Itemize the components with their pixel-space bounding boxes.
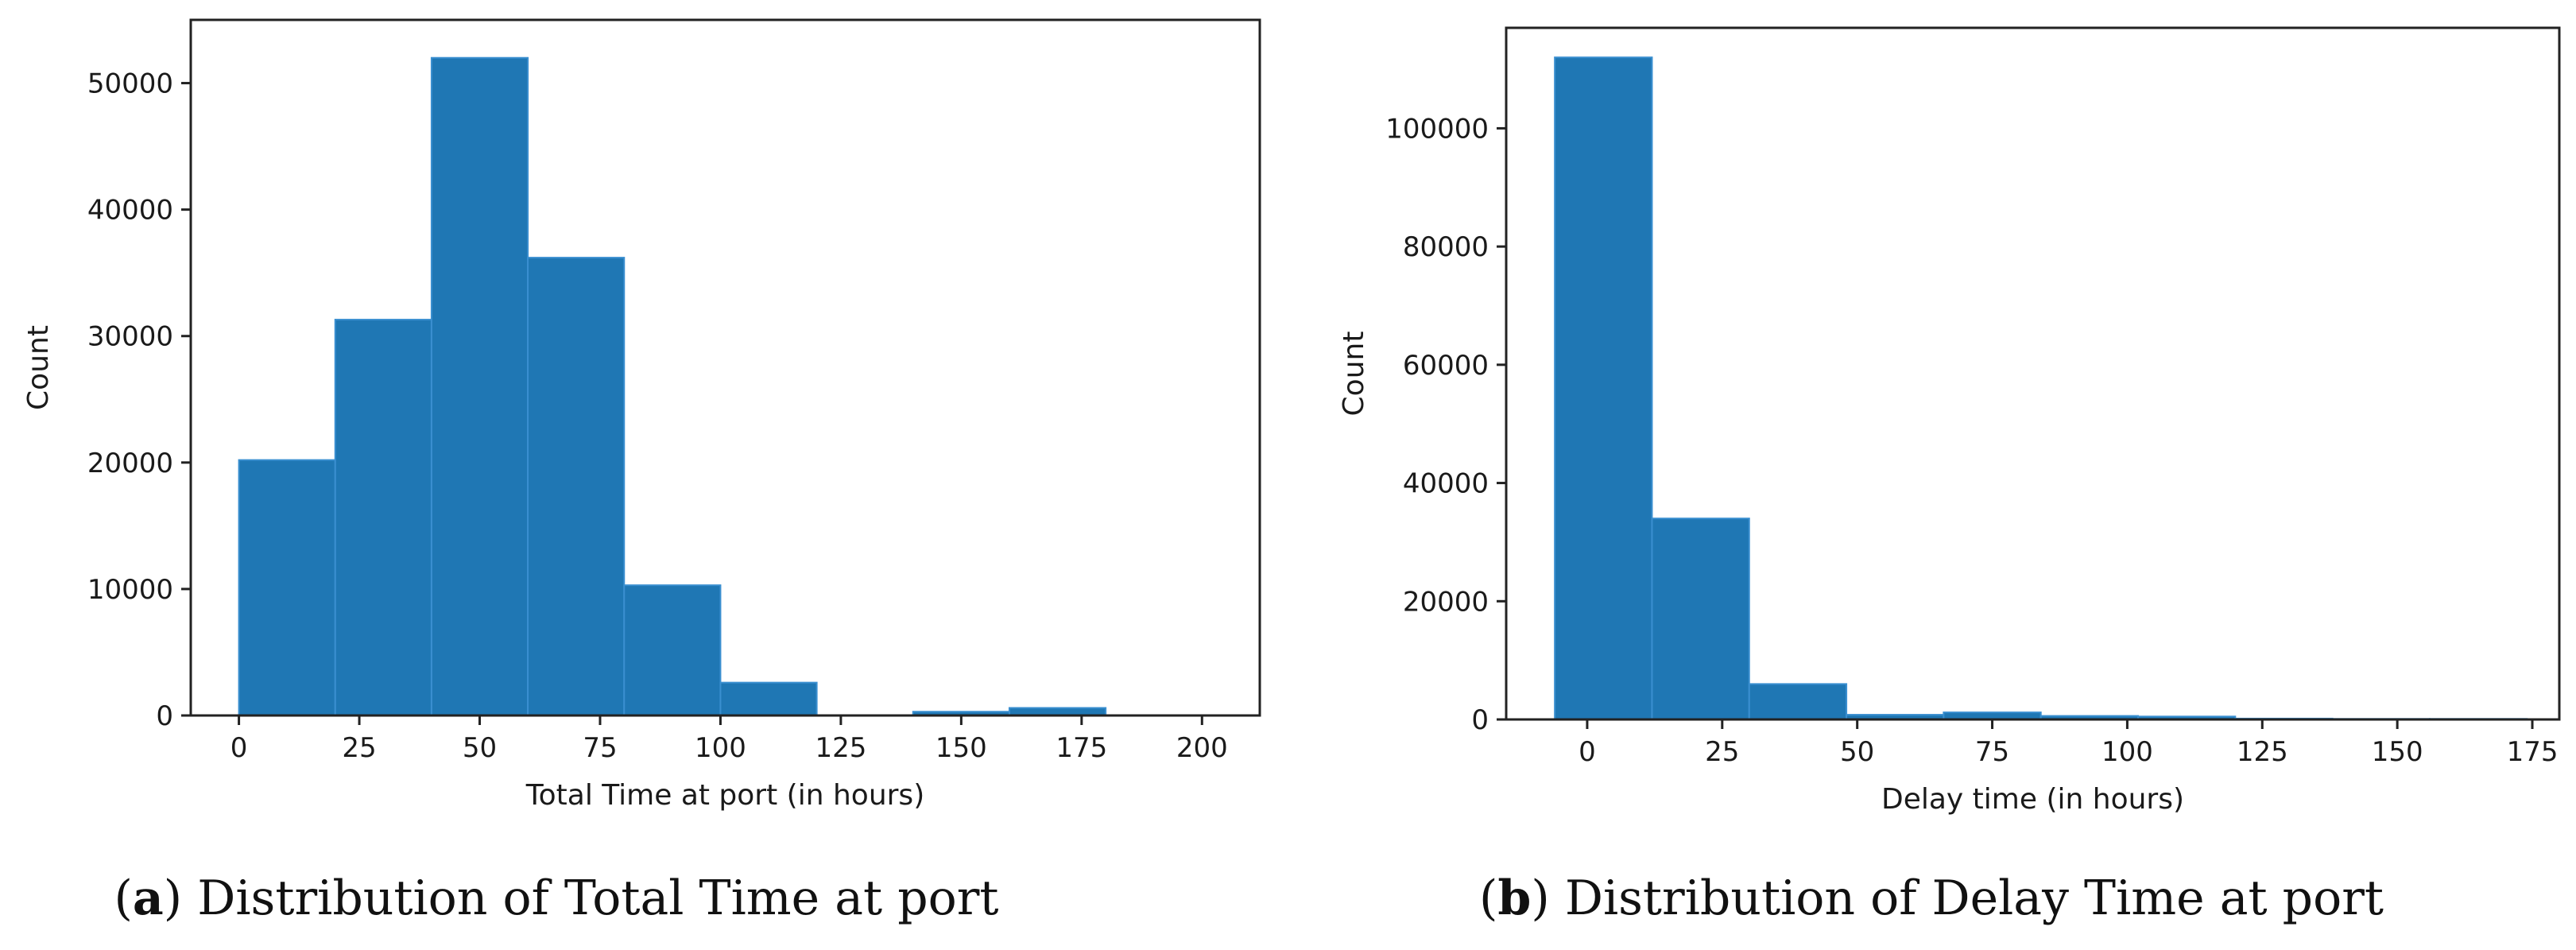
y-tick-label-2: 20000	[87, 448, 173, 479]
histogram-bar-4	[623, 584, 722, 716]
histogram-bar-2	[430, 56, 529, 716]
y-axis-label: Count	[22, 325, 55, 410]
histogram-bar-3	[527, 257, 626, 717]
caption-b: (b) Distribution of Delay Time at port	[1479, 871, 2384, 926]
x-tick-label-7: 175	[1056, 732, 1107, 764]
histogram-bar-5	[719, 681, 818, 716]
x-tick-label-8: 200	[1176, 732, 1228, 764]
y-tick-label-0: 0	[1471, 704, 1489, 736]
x-tick-label-3: 75	[583, 732, 617, 764]
histogram-delay-time: 0 25 50 75 100 125 150 175 0 20000 40000 60000 80000…	[1338, 26, 2561, 816]
y-axis-label: Count	[1338, 332, 1370, 417]
y-tick-label-1: 10000	[87, 574, 173, 606]
x-tick-label-1: 25	[1705, 736, 1739, 768]
histogram-bar-1	[334, 319, 432, 716]
plot-frame	[1505, 26, 2561, 721]
caption-a-prefix: (	[114, 871, 132, 926]
x-axis-label: Delay time (in hours)	[1881, 783, 2184, 816]
y-tick-label-3: 30000	[87, 321, 173, 353]
histogram-bar-2	[1748, 683, 1848, 721]
histogram-bar-1	[1651, 518, 1750, 721]
x-tick-label-3: 75	[1975, 736, 2009, 768]
histogram-bar-0	[238, 459, 336, 716]
x-tick-label-5: 125	[815, 732, 866, 764]
x-tick-label-6: 150	[935, 732, 987, 764]
x-tick-label-6: 150	[2372, 736, 2423, 768]
y-tick-label-4: 80000	[1403, 231, 1489, 263]
plot-frame	[189, 18, 1261, 717]
histogram-bar-0	[1554, 56, 1653, 720]
caption-b-letter: b	[1497, 871, 1531, 926]
y-tick-label-4: 40000	[87, 195, 173, 227]
y-tick-label-5: 50000	[87, 68, 173, 100]
caption-a-letter: a	[133, 871, 164, 926]
x-tick-label-7: 175	[2507, 736, 2559, 768]
caption-b-text: ) Distribution of Delay Time at port	[1531, 871, 2384, 926]
caption-a: (a) Distribution of Total Time at port	[114, 871, 998, 926]
x-tick-label-2: 50	[1840, 736, 1874, 768]
histogram-total-time: 0 25 50 75 100 125 150 175 200 0 10000 20000 30000 40…	[22, 18, 1261, 812]
x-axis-label: Total Time at port (in hours)	[525, 779, 925, 812]
x-tick-label-2: 50	[463, 732, 497, 764]
x-tick-label-0: 0	[1579, 736, 1596, 768]
x-tick-label-0: 0	[230, 732, 248, 764]
caption-b-prefix: (	[1479, 871, 1497, 926]
x-tick-label-1: 25	[342, 732, 376, 764]
x-tick-label-4: 100	[2101, 736, 2153, 768]
x-tick-label-4: 100	[695, 732, 746, 764]
y-tick-label-5: 100000	[1385, 113, 1489, 145]
y-tick-label-1: 20000	[1403, 586, 1489, 618]
y-tick-label-3: 60000	[1403, 350, 1489, 382]
y-tick-label-0: 0	[156, 700, 173, 732]
y-tick-label-2: 40000	[1403, 468, 1489, 500]
x-tick-label-5: 125	[2237, 736, 2288, 768]
caption-a-text: ) Distribution of Total Time at port	[164, 871, 999, 926]
